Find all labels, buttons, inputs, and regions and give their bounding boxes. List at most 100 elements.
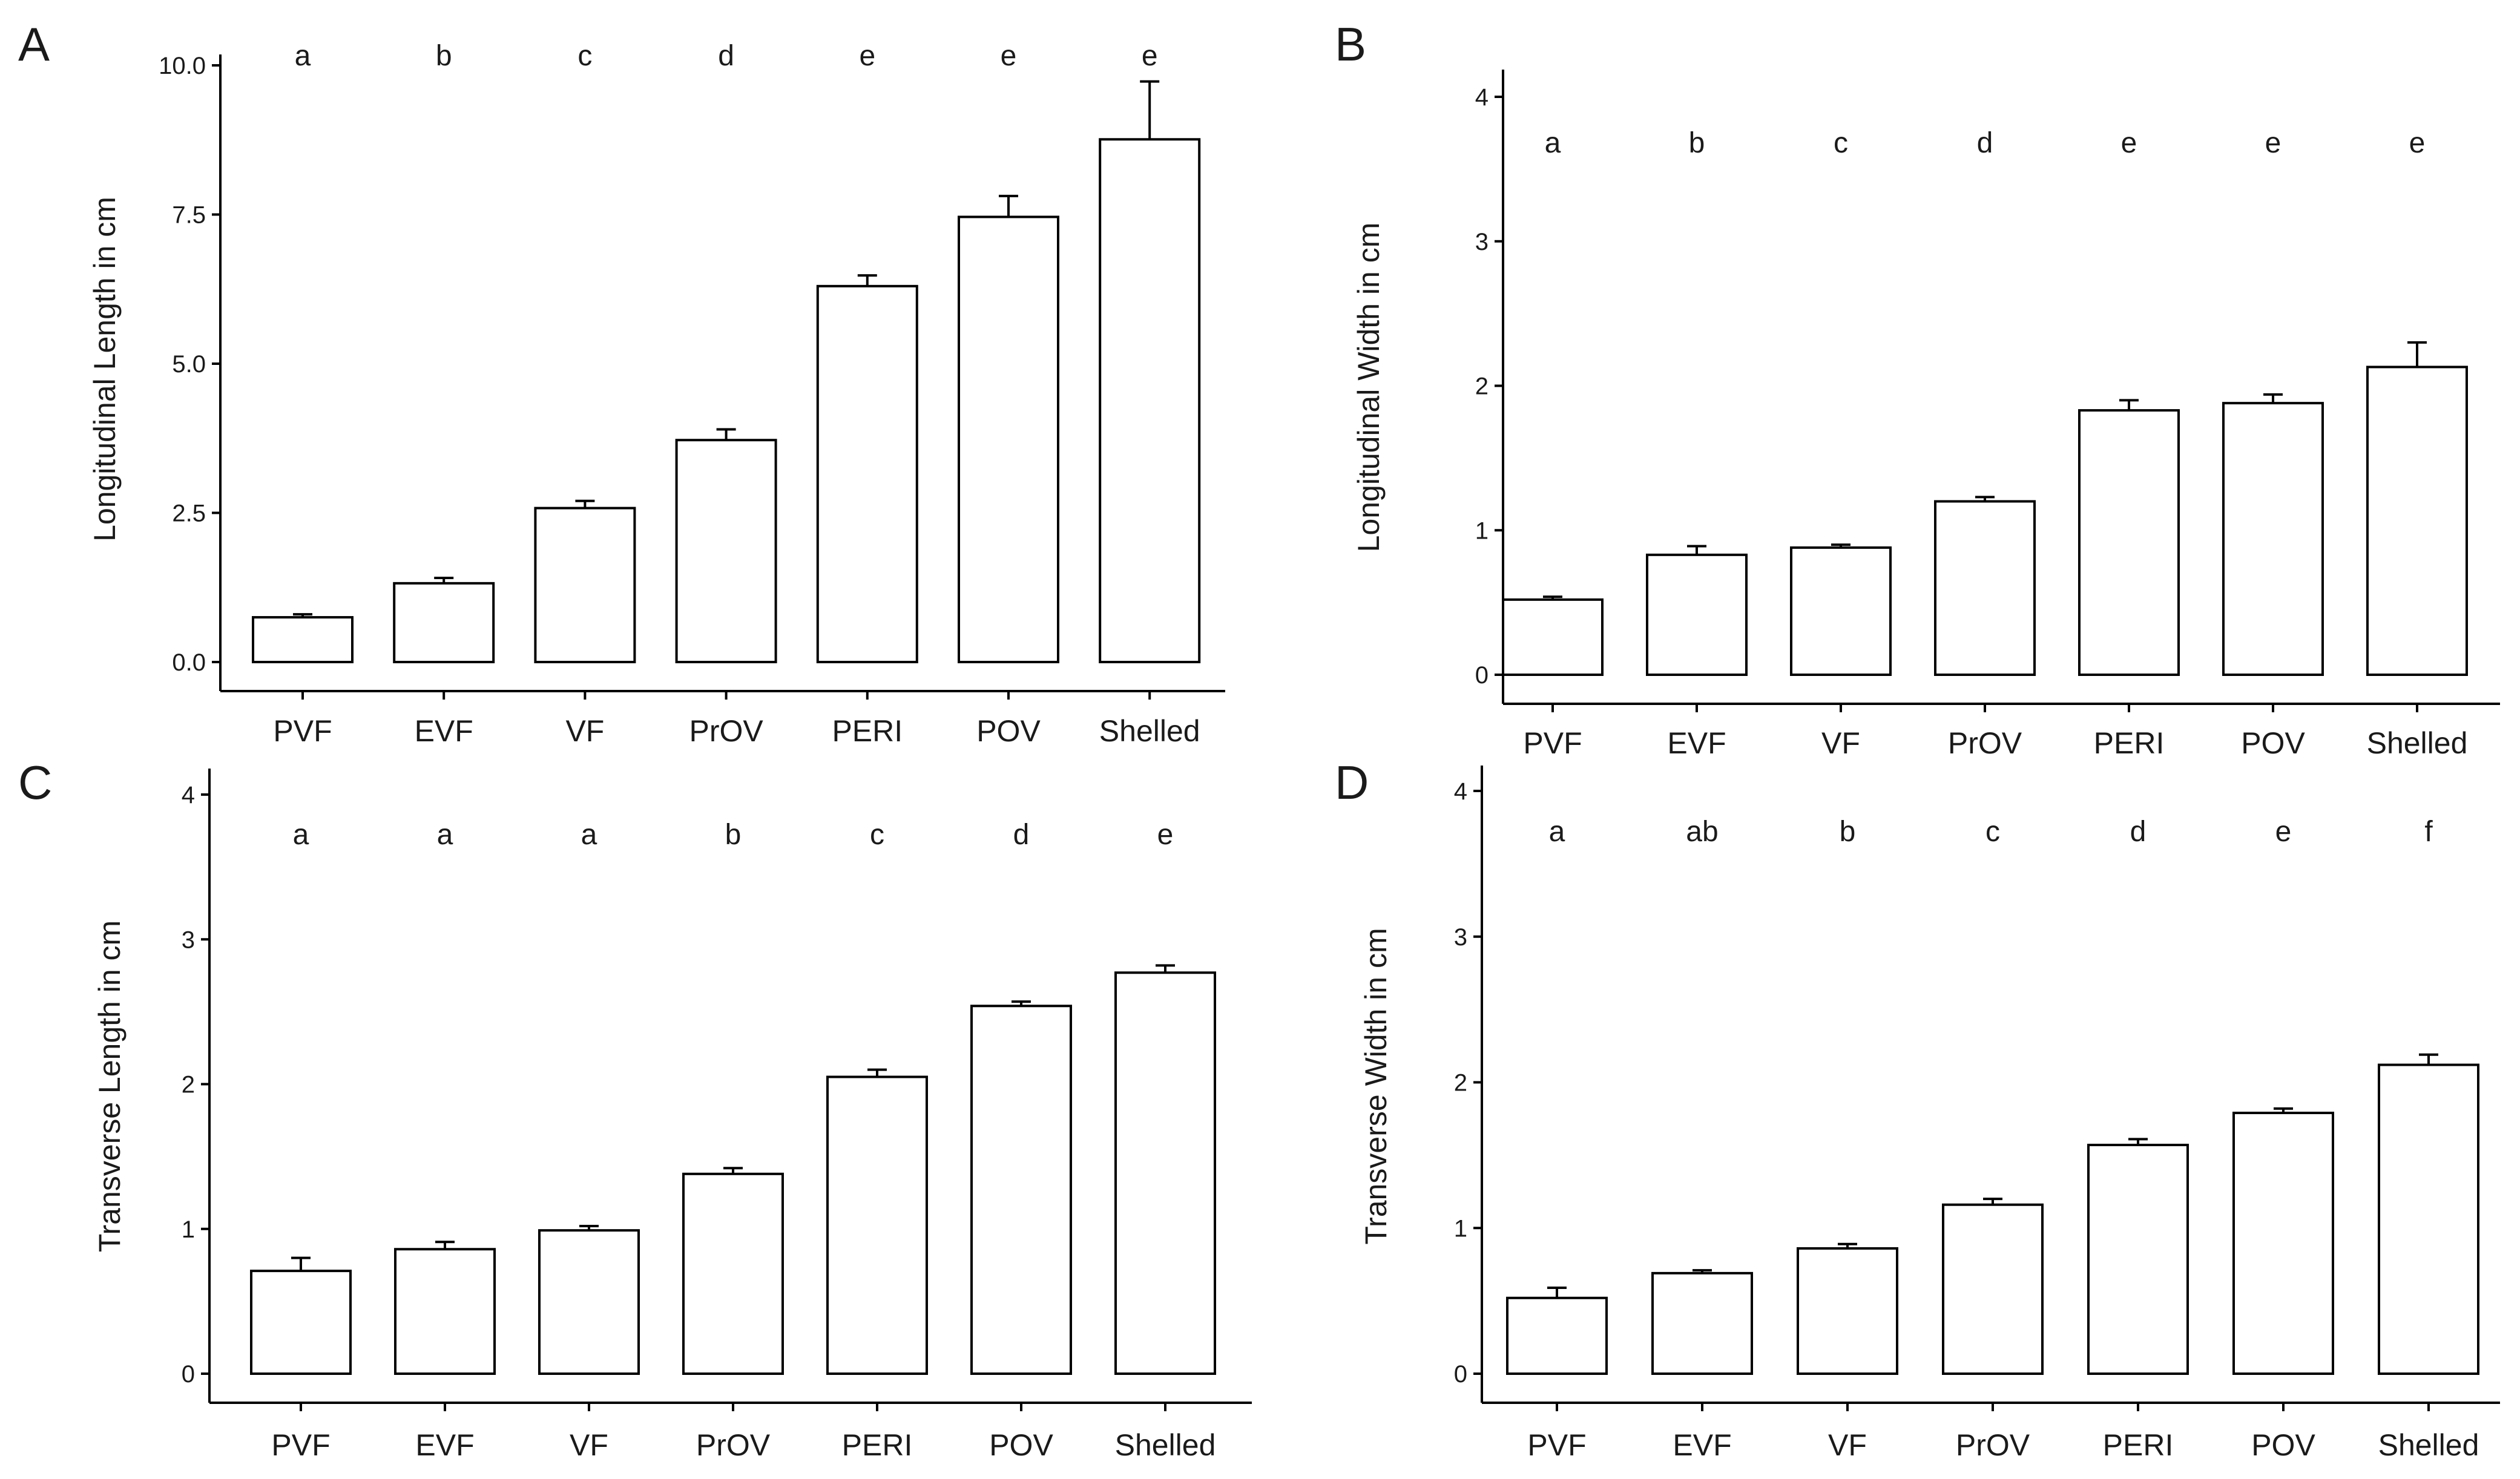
panel-c-x-tick-label-peri: PERI (842, 1428, 913, 1462)
panel-d-significance-vf: b (1840, 816, 1856, 848)
panel-c-bar-pvf (250, 1270, 352, 1376)
panel-a-x-tick-label-pov: POV (976, 714, 1041, 748)
panel-b-x-tick-label-vf: VF (1821, 726, 1860, 760)
panel-a-y-tick-label: 10.0 (159, 53, 206, 79)
panel-b-significance-peri: e (2121, 127, 2137, 159)
panel-b-significance-prov: d (1977, 127, 1993, 159)
panel-d-x-tick-label-pov: POV (2251, 1428, 2315, 1462)
panel-a-bar-shelled (1099, 138, 1201, 664)
panel-d-bar-pvf (1506, 1296, 1608, 1376)
panel-c-bar-evf (394, 1248, 496, 1376)
panel-b-x-tick-label-pov: POV (2241, 726, 2305, 760)
panel-d-y-tick-label: 4 (1454, 778, 1467, 805)
panel-d-significance-prov: c (1985, 816, 2000, 848)
panel-c-x-tick-label-pov: POV (989, 1428, 1053, 1462)
panel-b-bar-vf (1790, 546, 1892, 677)
panel-a-bar-vf (534, 507, 636, 663)
panel-c-y-axis-label: Transverse Length in cm (93, 920, 127, 1252)
panel-b-x-tick-label-evf: EVF (1667, 726, 1726, 760)
panel-d-y-tick-label: 1 (1454, 1215, 1467, 1242)
panel-a-bar-evf (393, 582, 495, 664)
panel-d-significance-peri: d (2130, 816, 2147, 848)
panel-c-bar-pov (970, 1005, 1072, 1376)
panel-a-x-tick-label-pvf: PVF (273, 714, 332, 748)
panel-a-significance-shelled: e (1142, 40, 1158, 72)
panel-c: C 0 1 2 3 4 Transverse Length in cm PVF a EVF a VF a… (18, 756, 1252, 1462)
panel-d-x-tick-label-vf: VF (1828, 1428, 1867, 1462)
panel-b-y-tick-label: 3 (1475, 229, 1489, 255)
panel-b-significance-vf: c (1834, 127, 1848, 159)
panel-c-y-tick-label: 3 (182, 926, 195, 953)
panel-c-bar-shelled (1114, 971, 1216, 1375)
panel-c-significance-pov: d (1013, 819, 1030, 851)
panel-d: D 0 1 2 3 4 Transverse Width in cm PVF a EVF ab VF b… (1335, 756, 2500, 1462)
panel-c-bar-prov (682, 1172, 784, 1375)
panel-c-significance-vf: a (581, 819, 597, 851)
panel-a-x-tick-label-shelled: Shelled (1099, 714, 1200, 748)
panel-c-x-tick-label-evf: EVF (415, 1428, 474, 1462)
panel-c-x-tick-label-prov: PrOV (696, 1428, 771, 1462)
panel-a: A 0.0 2.5 5.0 7.5 10.0 Longitudinal Length in … (18, 18, 1225, 748)
panel-c-y-tick-label: 2 (182, 1072, 195, 1098)
panel-a-y-tick-label: 0.0 (172, 649, 206, 676)
panel-a-y-tick-label: 2.5 (172, 500, 206, 527)
panel-a-bar-peri (816, 284, 918, 663)
panel-d-significance-evf: ab (1686, 816, 1718, 848)
panel-b-bar-shelled (2366, 366, 2468, 677)
panel-c-significance-pvf: a (293, 819, 309, 851)
panel-b-y-tick-label: 1 (1475, 517, 1489, 544)
panel-c-letter: C (18, 756, 52, 809)
panel-a-y-axis-label: Longitudinal Length in cm (88, 197, 122, 542)
panel-a-significance-prov: d (718, 40, 734, 72)
panel-d-bar-evf (1651, 1271, 1753, 1376)
panel-a-significance-pov: e (1001, 40, 1017, 72)
panel-b-x-tick-label-shelled: Shelled (2367, 726, 2468, 760)
panel-b-significance-pov: e (2265, 127, 2281, 159)
panel-c-significance-prov: b (725, 819, 742, 851)
panel-c-significance-shelled: e (1157, 819, 1174, 851)
panel-d-x-tick-label-peri: PERI (2103, 1428, 2174, 1462)
panel-a-letter: A (18, 18, 50, 71)
panel-d-x-tick-label-evf: EVF (1673, 1428, 1731, 1462)
panel-a-bar-pvf (252, 616, 354, 663)
panel-d-bar-vf (1797, 1247, 1898, 1376)
panel-b-x-tick-label-peri: PERI (2094, 726, 2165, 760)
panel-a-significance-vf: c (577, 40, 592, 72)
panel-c-significance-evf: a (437, 819, 453, 851)
panel-c-bar-vf (538, 1229, 640, 1375)
panel-b-x-tick-label-prov: PrOV (1948, 726, 2022, 760)
panel-b-bar-pov (2222, 402, 2324, 677)
panel-c-y-tick-label: 1 (182, 1216, 195, 1243)
panel-a-y-tick-label: 5.0 (172, 351, 206, 378)
panel-d-bar-shelled (2378, 1063, 2479, 1375)
panel-d-bar-peri (2087, 1144, 2189, 1375)
panel-b: B 0 1 2 3 4 Longitudinal Width in cm PVF a EVF b VF… (1335, 18, 2500, 760)
panel-a-x-tick-label-evf: EVF (415, 714, 473, 748)
panel-d-significance-shelled: f (2424, 816, 2433, 848)
panel-c-x-tick-label-shelled: Shelled (1115, 1428, 1216, 1462)
panel-b-bar-peri (2078, 409, 2180, 677)
panel-c-bar-peri (826, 1075, 928, 1375)
panel-c-y-tick-label: 0 (182, 1361, 195, 1388)
panel-c-x-tick-label-pvf: PVF (271, 1428, 330, 1462)
panel-a-y-tick-label: 7.5 (172, 202, 206, 229)
panel-a-significance-pvf: a (295, 40, 311, 72)
panel-a-significance-peri: e (859, 40, 875, 72)
panel-a-significance-evf: b (436, 40, 452, 72)
panel-d-x-tick-label-prov: PrOV (1956, 1428, 2030, 1462)
panel-b-bar-pvf (1502, 598, 1604, 676)
panel-d-y-tick-label: 3 (1454, 924, 1467, 951)
panel-a-x-tick-label-prov: PrOV (689, 714, 763, 748)
panel-b-x-tick-label-pvf: PVF (1523, 726, 1582, 760)
panel-c-x-tick-label-vf: VF (570, 1428, 608, 1462)
panel-b-bar-prov (1934, 500, 2036, 676)
panel-b-y-tick-label: 0 (1475, 662, 1489, 689)
panel-d-bar-pov (2232, 1112, 2334, 1375)
panel-b-bar-evf (1646, 553, 1748, 677)
panel-b-y-tick-label: 2 (1475, 373, 1489, 400)
panel-b-significance-pvf: a (1545, 127, 1561, 159)
panel-d-x-tick-label-shelled: Shelled (2378, 1428, 2479, 1462)
panel-c-significance-peri: c (870, 819, 884, 851)
panel-d-x-tick-label-pvf: PVF (1527, 1428, 1586, 1462)
